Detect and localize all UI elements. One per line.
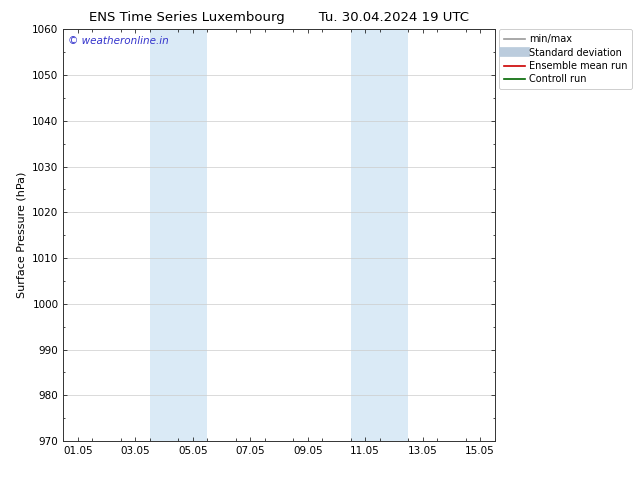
Title: ENS Time Series Luxembourg        Tu. 30.04.2024 19 UTC: ENS Time Series Luxembourg Tu. 30.04.202… [89,11,469,24]
Bar [351,29,408,441]
Y-axis label: Surface Pressure (hPa): Surface Pressure (hPa) [16,172,27,298]
Legend: min/max, Standard deviation, Ensemble mean run, Controll run: min/max, Standard deviation, Ensemble me… [499,29,632,89]
Text: © weatheronline.in: © weatheronline.in [68,36,169,46]
Bar [150,29,207,441]
